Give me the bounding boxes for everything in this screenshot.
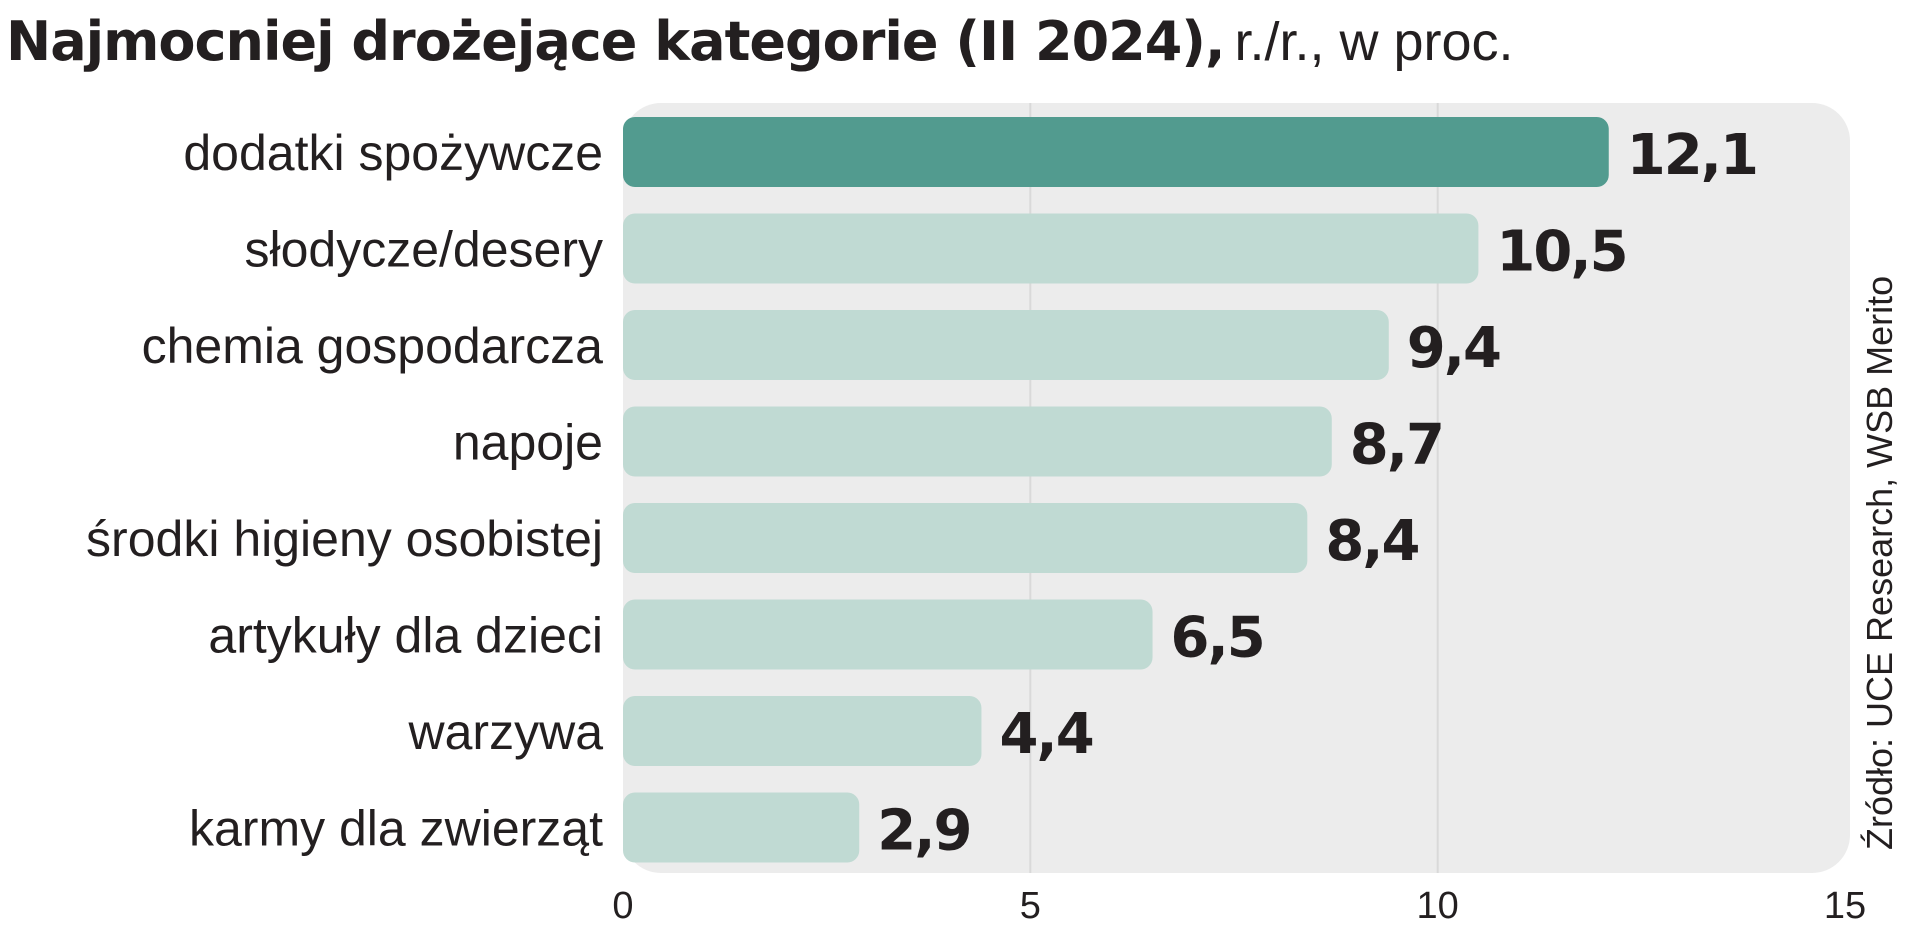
bar [623,599,1153,670]
chart-title-main: Najmocniej drożejące kategorie (II 2024)… [6,10,1225,73]
value-label: 8,4 [1325,509,1418,574]
category-label: słodycze/desery [245,222,604,278]
x-tick-label: 5 [1020,885,1041,927]
x-tick-label: 0 [612,885,633,927]
category-label: dodatki spożywcze [183,125,603,181]
x-tick-label: 15 [1824,885,1866,927]
chart-title: Najmocniej drożejące kategorie (II 2024)… [6,6,1514,92]
bar [623,310,1389,380]
value-label: 10,5 [1496,220,1626,285]
x-tick-labels: 0 5 10 15 [612,885,1866,927]
value-label: 4,4 [999,702,1092,767]
x-tick-label: 10 [1417,885,1459,927]
value-label: 2,9 [877,799,970,864]
chart-panel [623,103,1850,873]
bar [623,696,982,766]
category-label: artykuły dla dzieci [208,608,603,664]
bar [623,117,1609,187]
bars-group [623,117,1609,863]
value-label: 9,4 [1407,316,1500,381]
bar [623,213,1479,284]
category-label: warzywa [408,704,604,760]
value-label: 6,5 [1171,606,1264,671]
value-label: 8,7 [1350,413,1443,478]
bar [623,406,1332,477]
bar [623,503,1308,573]
value-labels: 12,110,5 9,4 8,7 8,4 6,5 4,4 2,9 [877,123,1759,864]
source-note: Źródło: UCE Research, WSB Merito [1859,276,1900,850]
value-label: 12,1 [1627,123,1757,188]
category-label: chemia gospodarcza [142,318,604,374]
category-label: środki higieny osobistej [86,511,603,567]
category-label: karmy dla zwierząt [189,801,603,857]
category-label: napoje [453,415,603,471]
category-labels: dodatki spożywcze słodycze/desery chemia g… [86,125,603,857]
chart-title-unit: r./r., w proc. [1234,12,1514,72]
bar [623,792,860,863]
